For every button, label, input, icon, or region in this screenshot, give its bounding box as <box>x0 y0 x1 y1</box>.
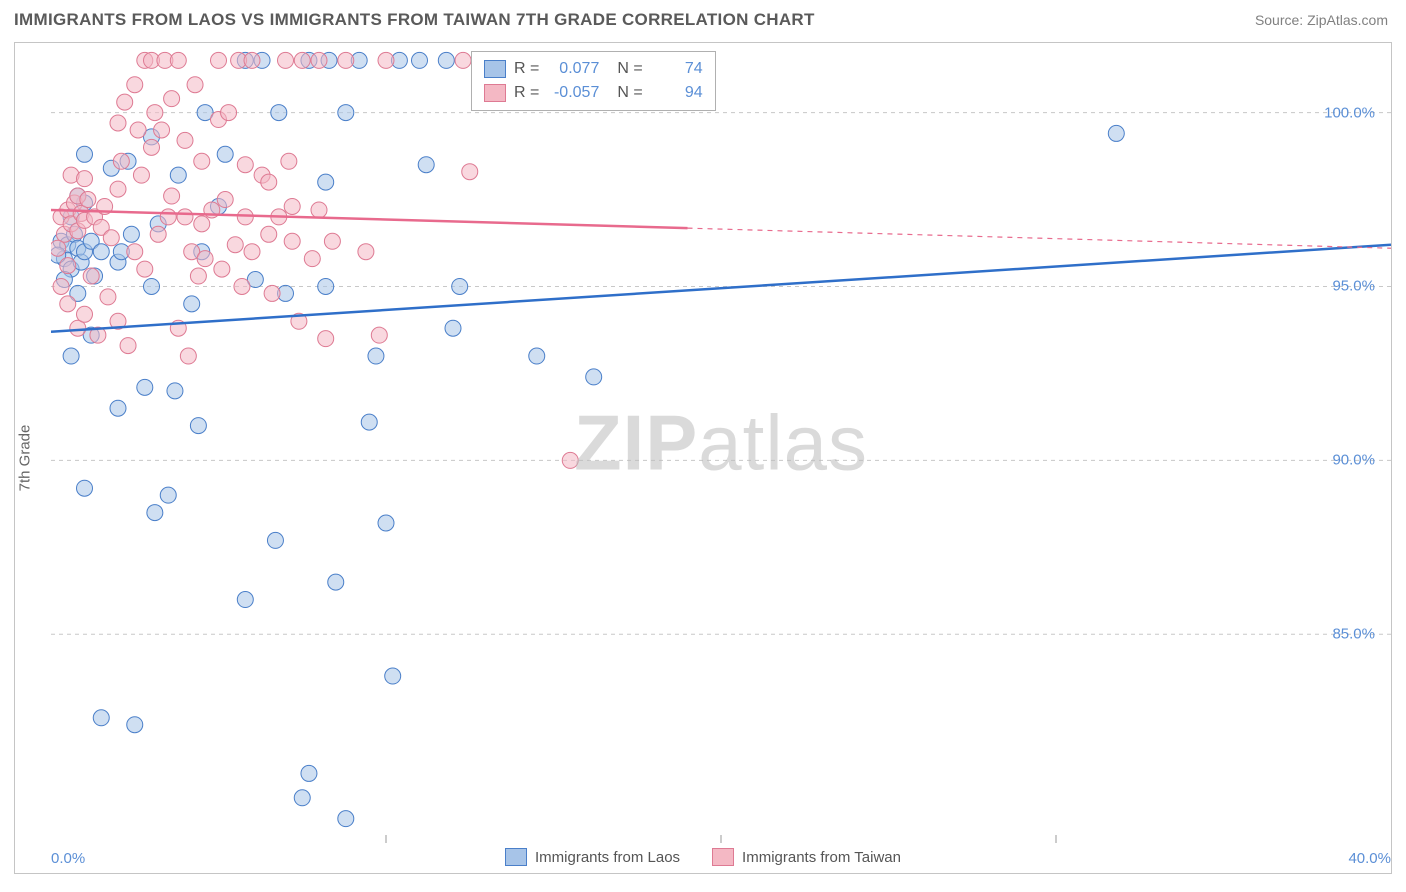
legend-square-laos <box>484 60 506 78</box>
chart-title: IMMIGRANTS FROM LAOS VS IMMIGRANTS FROM … <box>14 10 815 30</box>
y-tick-label: 95.0% <box>1332 278 1375 295</box>
legend-square-taiwan <box>484 84 506 102</box>
legend-item-laos: Immigrants from Laos <box>505 848 680 866</box>
n-value-taiwan: 94 <box>651 81 703 105</box>
correlation-stats-box: R = 0.077 N = 74 R = -0.057 N = 94 <box>471 51 716 111</box>
y-tick-label: 100.0% <box>1324 104 1375 121</box>
legend-label-laos: Immigrants from Laos <box>535 849 680 866</box>
plot-area: ZIPatlas R = 0.077 N = 74 R = -0.057 N =… <box>51 43 1391 843</box>
r-value-taiwan: -0.057 <box>547 81 599 105</box>
legend-square-taiwan-bottom <box>712 848 734 866</box>
y-tick-label: 90.0% <box>1332 452 1375 469</box>
legend-square-laos-bottom <box>505 848 527 866</box>
stats-row-taiwan: R = -0.057 N = 94 <box>484 81 703 105</box>
x-tick-label: 0.0% <box>51 850 85 867</box>
y-tick-label: 85.0% <box>1332 626 1375 643</box>
legend-item-taiwan: Immigrants from Taiwan <box>712 848 901 866</box>
n-value-laos: 74 <box>651 57 703 81</box>
chart-container: 7th Grade ZIPatlas R = 0.077 N = 74 R = … <box>14 42 1392 874</box>
legend-label-taiwan: Immigrants from Taiwan <box>742 849 901 866</box>
x-tick-label: 40.0% <box>1348 850 1391 867</box>
scatter-plot-svg <box>51 43 1391 843</box>
x-axis-legend: Immigrants from Laos Immigrants from Tai… <box>15 845 1391 869</box>
stats-row-laos: R = 0.077 N = 74 <box>484 57 703 81</box>
y-axis-label: 7th Grade <box>17 425 34 492</box>
r-value-laos: 0.077 <box>547 57 599 81</box>
source-attribution: Source: ZipAtlas.com <box>1255 12 1388 28</box>
